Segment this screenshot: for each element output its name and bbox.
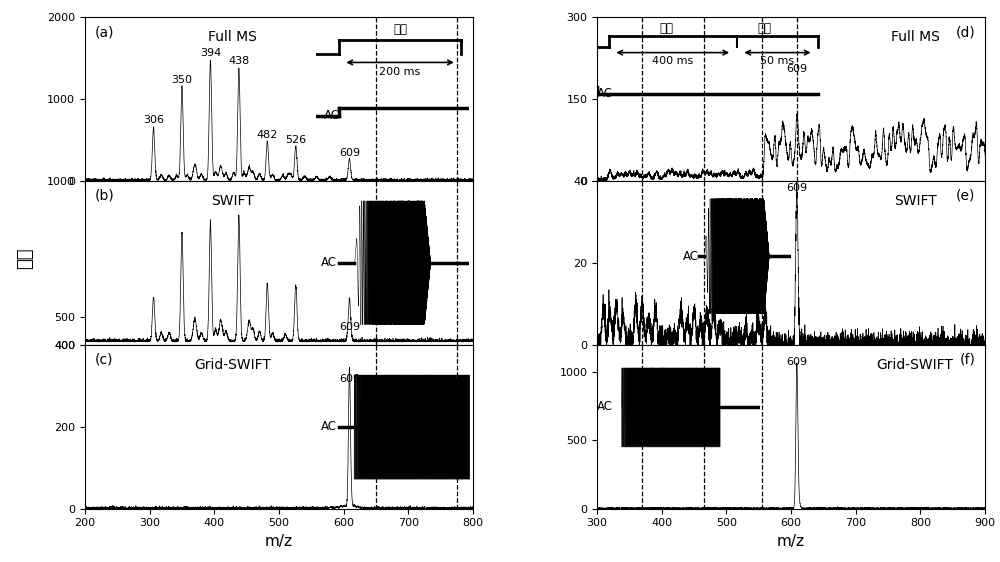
Text: (a): (a): [95, 25, 114, 39]
Text: (f): (f): [959, 353, 975, 367]
Text: (e): (e): [956, 189, 975, 203]
Text: 609: 609: [339, 323, 360, 332]
Text: 394: 394: [200, 48, 221, 58]
Text: 350: 350: [171, 75, 192, 85]
Text: Full MS: Full MS: [891, 30, 940, 44]
X-axis label: m/z: m/z: [265, 534, 293, 549]
Text: 609: 609: [786, 183, 807, 193]
Text: 526: 526: [285, 135, 306, 145]
Text: 609: 609: [786, 356, 807, 366]
Text: (d): (d): [956, 25, 975, 39]
Text: Grid-SWIFT: Grid-SWIFT: [194, 358, 271, 372]
Text: Grid-SWIFT: Grid-SWIFT: [877, 358, 954, 372]
Text: 482: 482: [257, 130, 278, 140]
X-axis label: m/z: m/z: [777, 534, 805, 549]
Text: 609: 609: [339, 148, 360, 158]
Text: 306: 306: [143, 115, 164, 125]
Text: SWIFT: SWIFT: [211, 194, 254, 208]
Text: 609: 609: [339, 374, 360, 384]
Text: SWIFT: SWIFT: [894, 194, 937, 208]
Text: 609: 609: [786, 64, 807, 74]
Text: (c): (c): [95, 353, 113, 367]
Text: 438: 438: [228, 56, 250, 66]
Text: Full MS: Full MS: [208, 30, 257, 44]
Text: 强度: 强度: [16, 248, 34, 269]
Text: (b): (b): [95, 189, 114, 203]
